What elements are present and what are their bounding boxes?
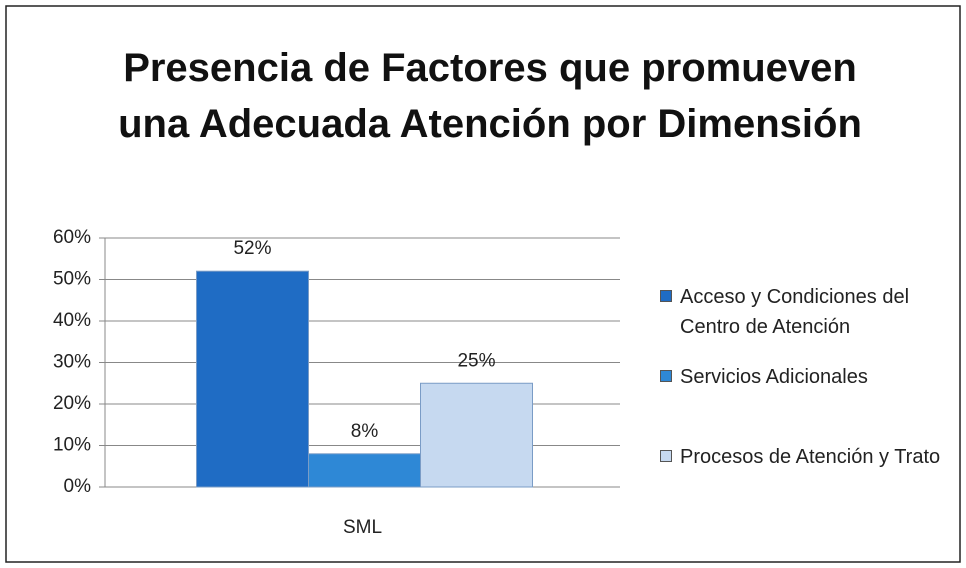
legend-swatch: [660, 290, 672, 302]
y-tick-label: 40%: [53, 310, 91, 331]
bar: [420, 382, 533, 488]
legend-label: Acceso y Condiciones del Centro de Atenc…: [680, 286, 910, 338]
data-label: 8%: [351, 421, 379, 442]
data-label: 52%: [233, 238, 271, 259]
y-tick-label: 30%: [53, 352, 91, 373]
bar: [196, 270, 309, 488]
legend-label: Servicios Adicionales: [680, 366, 868, 388]
legend-entry: Procesos de Atención y Trato: [660, 442, 960, 472]
legend-swatch: [660, 450, 672, 462]
y-tick-label: 20%: [53, 393, 91, 414]
y-tick-label: 60%: [53, 227, 91, 248]
chart-title: Presencia de Factores que promueven una …: [118, 46, 862, 146]
y-tick-label: 10%: [53, 435, 91, 456]
x-tick-label: SML: [343, 517, 382, 538]
legend-swatch: [660, 370, 672, 382]
y-tick-label: 0%: [64, 476, 92, 497]
legend-label: Procesos de Atención y Trato: [680, 446, 941, 468]
legend-entry: Acceso y Condiciones del Centro de Atenc…: [660, 282, 960, 342]
legend-entry: Servicios Adicionales: [660, 362, 960, 392]
chart-frame: [5, 5, 961, 563]
y-tick-label: 50%: [53, 269, 91, 290]
data-label: 25%: [457, 350, 495, 371]
bar: [308, 453, 421, 488]
